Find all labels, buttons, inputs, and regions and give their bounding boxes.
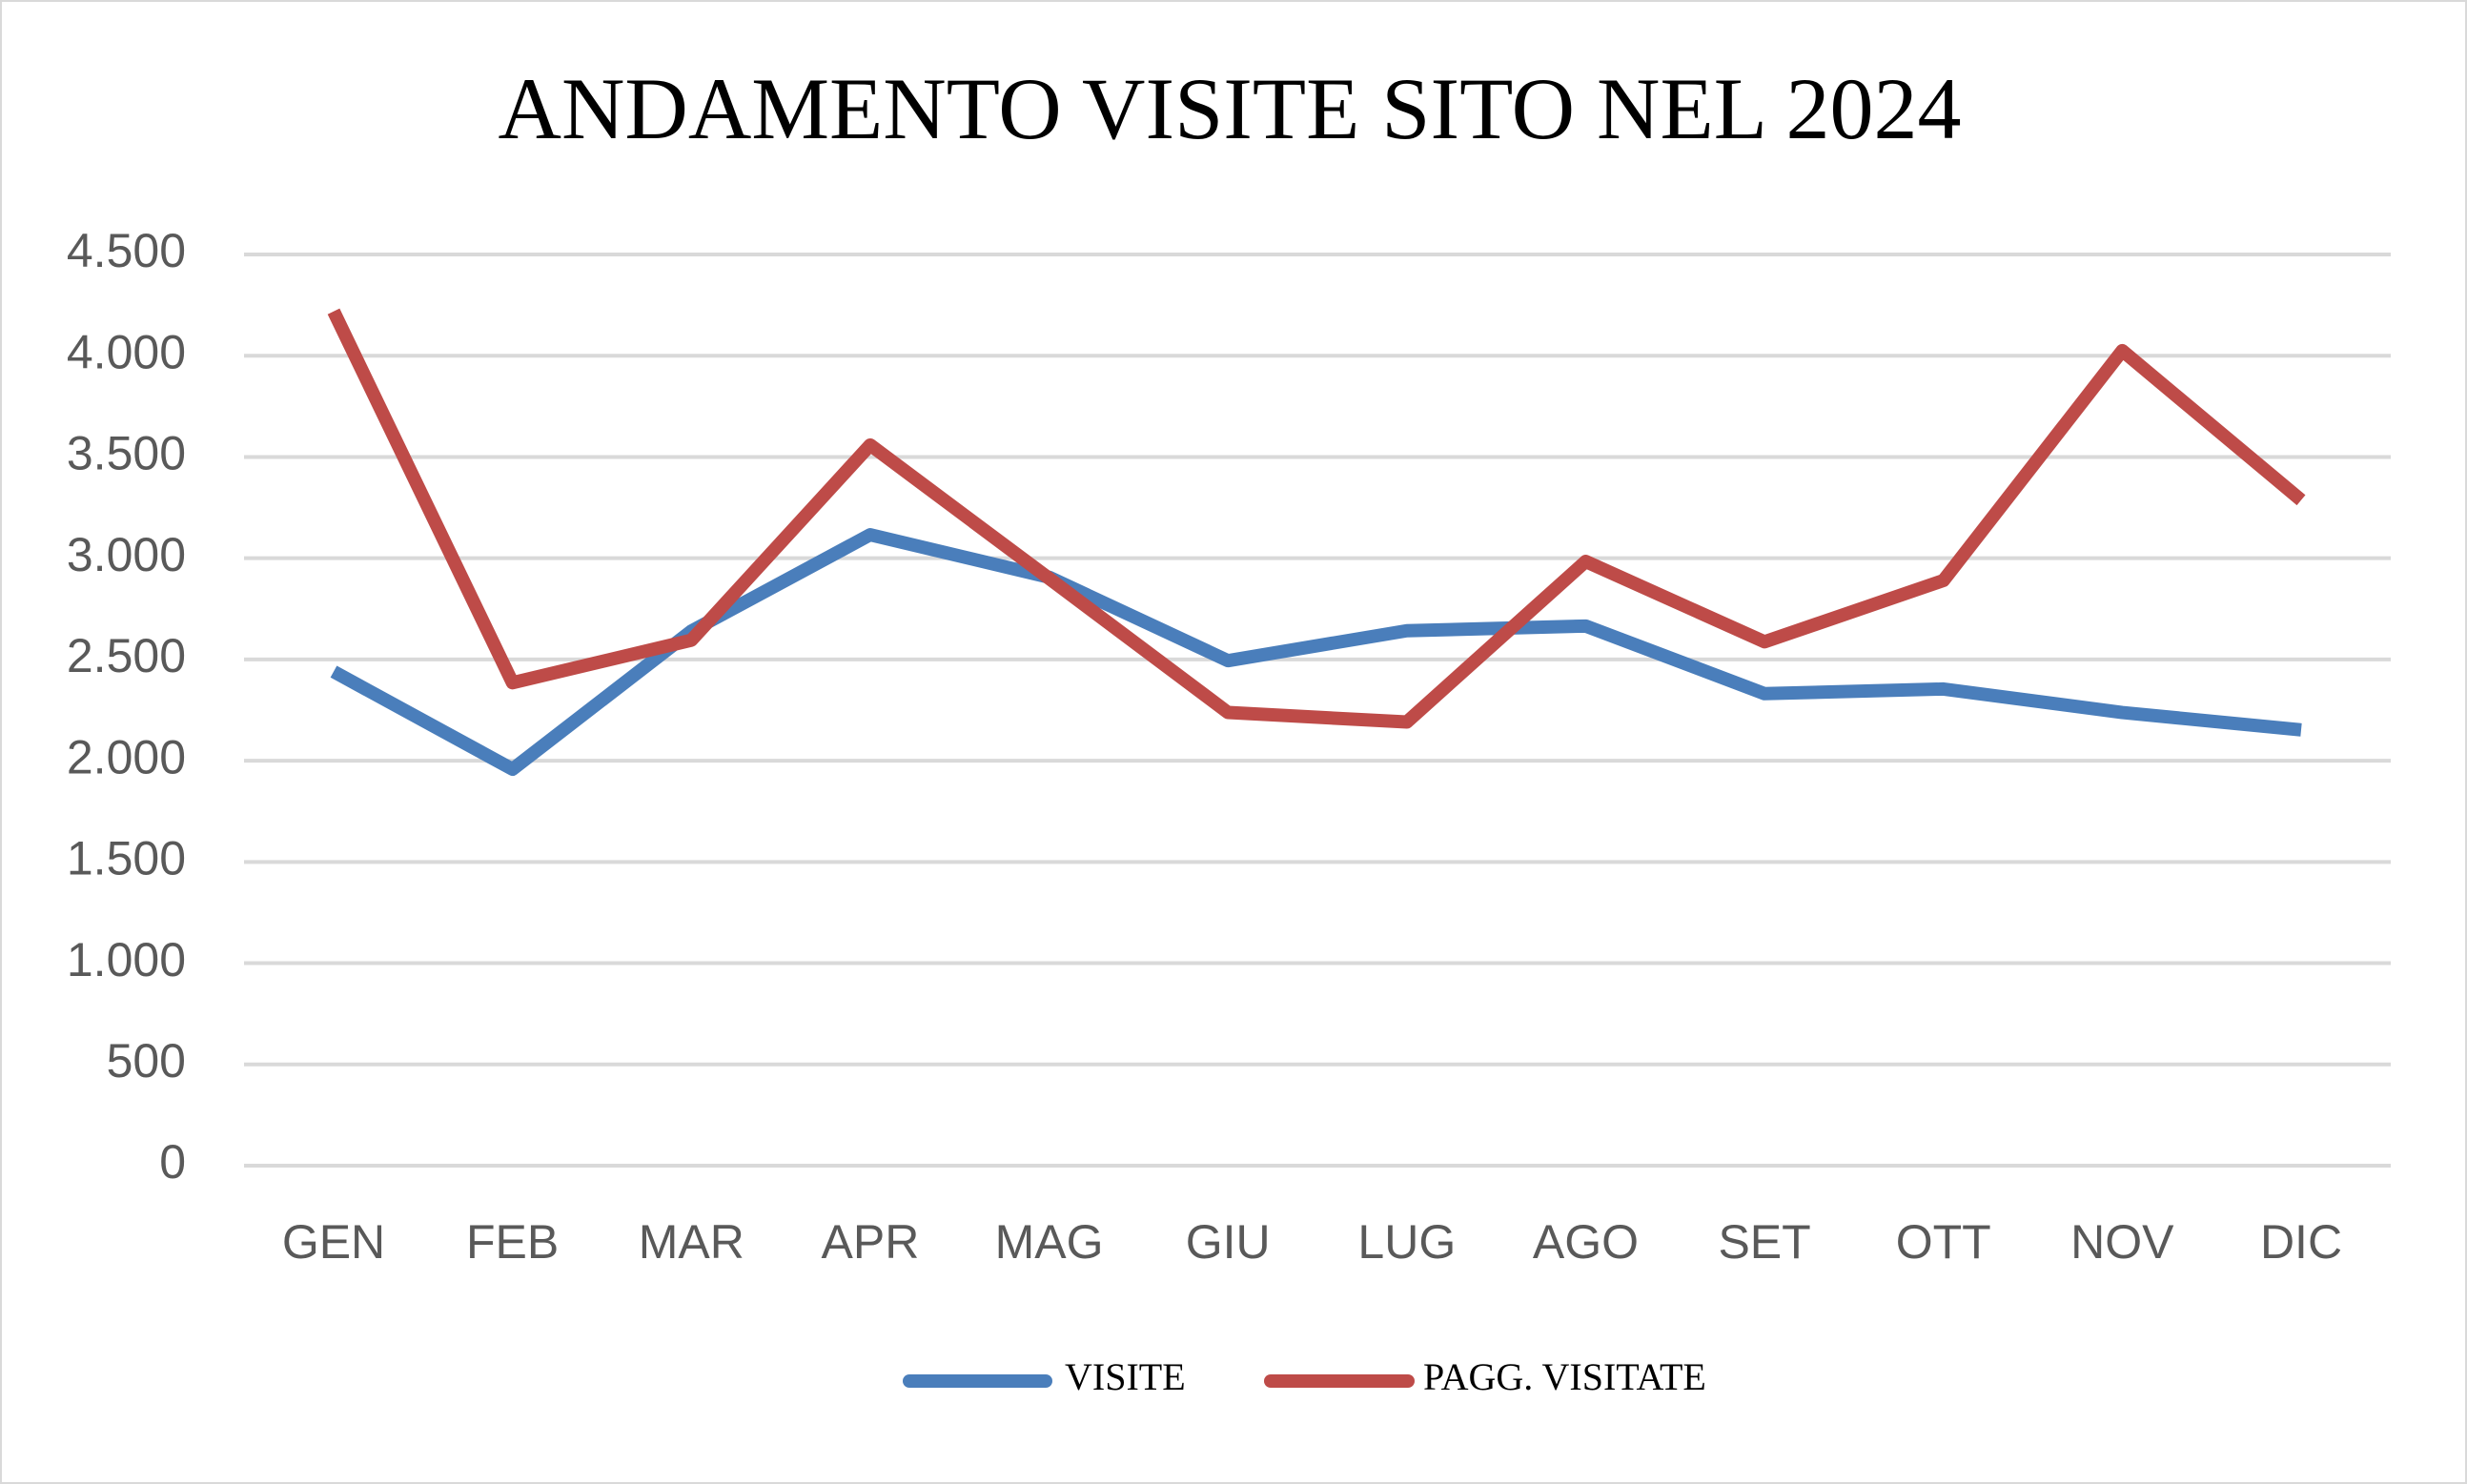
x-tick-label: GIU (1186, 1215, 1271, 1269)
x-tick-label: FEB (466, 1215, 559, 1269)
y-tick-label: 1.000 (67, 933, 186, 986)
x-tick-label: DIC (2260, 1215, 2342, 1269)
x-tick-label: APR (822, 1215, 920, 1269)
x-tick-label: GEN (282, 1215, 385, 1269)
x-tick-label: SET (1718, 1215, 1810, 1269)
y-tick-label: 2.000 (67, 730, 186, 783)
y-tick-label: 500 (107, 1034, 186, 1088)
legend-label: PAGG. VISITATE (1423, 1355, 1706, 1398)
y-tick-label: 4.500 (67, 224, 186, 277)
x-tick-label: MAG (995, 1215, 1104, 1269)
legend-label: VISITE (1065, 1355, 1186, 1398)
chart-title: ANDAMENTO VISITE SITO NEL 2024 (499, 60, 1962, 157)
x-tick-label: MAR (639, 1215, 744, 1269)
y-tick-label: 4.000 (67, 325, 186, 378)
x-tick-label: NOV (2070, 1215, 2174, 1269)
y-tick-label: 0 (159, 1135, 186, 1189)
y-tick-label: 3.500 (67, 427, 186, 480)
y-tick-label: 1.500 (67, 832, 186, 885)
y-tick-label: 2.500 (67, 629, 186, 682)
x-tick-label: OTT (1896, 1215, 1991, 1269)
series-line (327, 308, 2306, 729)
x-tick-label: AGO (1533, 1215, 1639, 1269)
y-tick-label: 3.000 (67, 528, 186, 581)
x-tick-label: LUG (1357, 1215, 1456, 1269)
